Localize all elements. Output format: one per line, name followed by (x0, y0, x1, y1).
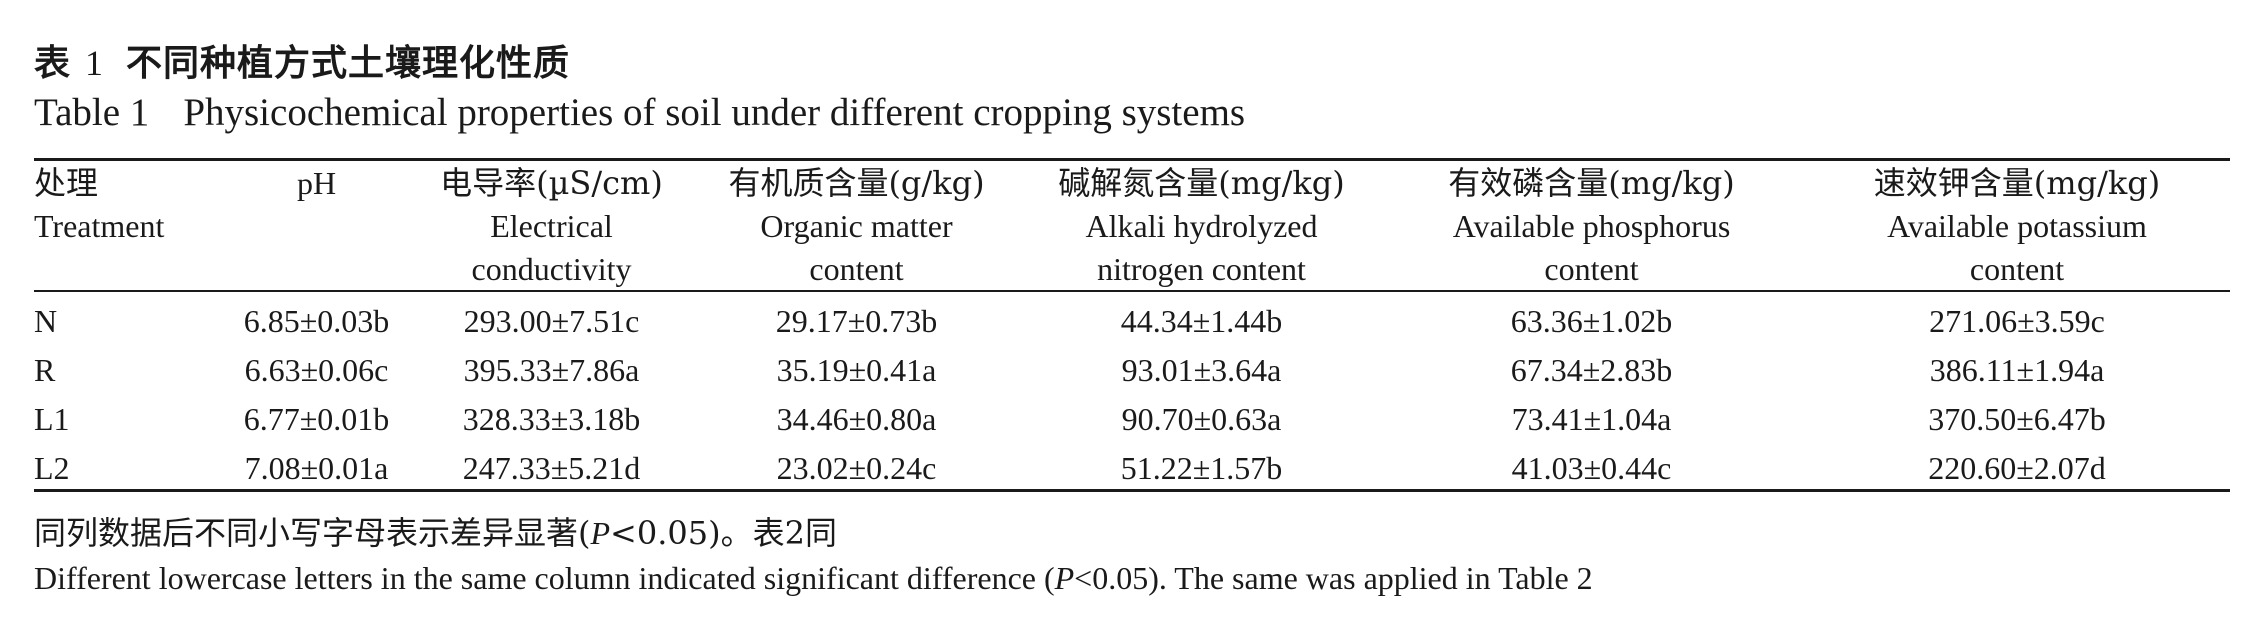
note-en-text-end: <0.05). The same was applied in Table 2 (1074, 560, 1593, 596)
caption-en-title: Physicochemical properties of soil under… (183, 91, 1246, 134)
table-note-en: Different lowercase letters in the same … (34, 560, 1593, 597)
table-cell: 34.46±0.80a (776, 401, 937, 437)
header-en: Alkali hydrolyzed (1085, 208, 1318, 244)
header-cn: 电导率(µS/cm) (440, 164, 663, 202)
table-cell: 395.33±7.86a (463, 352, 640, 388)
table-cell: 35.19±0.41a (776, 352, 937, 388)
column-header-phosphorus: 有效磷含量(mg/kg) Available phosphorus conten… (1379, 162, 1804, 291)
header-en: Treatment (34, 208, 165, 244)
table-header-rule (34, 290, 2230, 292)
column-header-potassium: 速效钾含量(mg/kg) Available potassium content (1804, 162, 2230, 291)
table-row: N 6.85±0.03b 293.00±7.51c 29.17±0.73b 44… (34, 291, 2230, 346)
table-cell: 90.70±0.63a (1121, 401, 1282, 437)
table-cell: 6.85±0.03b (243, 303, 390, 339)
table-cell: 220.60±2.07d (1928, 450, 2106, 486)
caption-cn-number: 1 (85, 43, 105, 83)
table-note-cn: 同列数据后不同小写字母表示差异显著(P<0.05)。表2同 (34, 508, 837, 554)
treatment-cell: L2 (34, 450, 70, 486)
caption-en-label: Table 1 (34, 91, 150, 134)
column-header-nitrogen: 碱解氮含量(mg/kg) Alkali hydrolyzed nitrogen … (1024, 162, 1379, 291)
table-cell: 73.41±1.04a (1511, 401, 1672, 437)
note-cn-text-end: <0.05)。表2同 (610, 514, 837, 552)
table-cell: 44.34±1.44b (1120, 303, 1283, 339)
note-en-text: Different lowercase letters in the same … (34, 560, 1055, 596)
table-cell: 6.63±0.06c (244, 352, 389, 388)
table-cell: 41.03±0.44c (1511, 450, 1672, 486)
table-caption-cn: 表 1 不同种植方式土壤理化性质 (34, 34, 570, 86)
note-cn-text: 同列数据后不同小写字母表示差异显著( (34, 514, 591, 552)
header-en: content (1969, 251, 2065, 287)
table-row: R 6.63±0.06c 395.33±7.86a 35.19±0.41a 93… (34, 346, 2230, 395)
soil-properties-table: 处理 Treatment pH 电导率(µS/cm) Electrical co… (34, 162, 2230, 493)
treatment-cell: R (34, 352, 56, 388)
column-header-treatment: 处理 Treatment (34, 162, 219, 291)
header-en: Electrical (490, 208, 613, 244)
treatment-cell: N (34, 303, 58, 339)
caption-cn-title: 不同种植方式土壤理化性质 (126, 43, 571, 84)
header-en: content (809, 251, 904, 287)
column-header-ph: pH (219, 162, 414, 291)
table-cell: 271.06±3.59c (1929, 303, 2105, 339)
table-cell: 7.08±0.01a (244, 450, 389, 486)
table-cell: 93.01±3.64a (1121, 352, 1282, 388)
column-header-conductivity: 电导率(µS/cm) Electrical conductivity (414, 162, 689, 291)
table-caption-en: Table 1 Physicochemical properties of soi… (34, 90, 1245, 135)
table-cell: 328.33±3.18b (462, 401, 641, 437)
header-cn: 碱解氮含量(mg/kg) (1058, 164, 1345, 202)
column-header-organic-matter: 有机质含量(g/kg) Organic matter content (689, 162, 1024, 291)
header-en: Organic matter (760, 208, 953, 244)
header-cn: pH (296, 165, 337, 201)
table-cell: 247.33±5.21d (462, 450, 641, 486)
header-cn: 处理 (34, 164, 99, 202)
table-cell: 293.00±7.51c (463, 303, 640, 339)
table-cell: 386.11±1.94a (1929, 352, 2105, 388)
table-row: L1 6.77±0.01b 328.33±3.18b 34.46±0.80a 9… (34, 395, 2230, 444)
note-cn-p-symbol: P (590, 515, 611, 551)
table-cell: 67.34±2.83b (1510, 352, 1673, 388)
header-en: nitrogen content (1097, 251, 1306, 287)
table-cell: 63.36±1.02b (1510, 303, 1673, 339)
header-en: Available phosphorus (1452, 208, 1731, 244)
table-row: L2 7.08±0.01a 247.33±5.21d 23.02±0.24c 5… (34, 444, 2230, 493)
table-cell: 6.77±0.01b (243, 401, 390, 437)
header-en: conductivity (471, 251, 632, 287)
header-cn: 有效磷含量(mg/kg) (1448, 164, 1735, 202)
table-cell: 29.17±0.73b (775, 303, 938, 339)
caption-cn-label: 表 (34, 43, 72, 84)
header-cn: 有机质含量(g/kg) (728, 164, 985, 202)
table-header-row: 处理 Treatment pH 电导率(µS/cm) Electrical co… (34, 162, 2230, 291)
note-en-p-symbol: P (1054, 560, 1075, 596)
treatment-cell: L1 (34, 401, 70, 437)
header-en: Available potassium (1887, 208, 2147, 244)
table-cell: 23.02±0.24c (776, 450, 937, 486)
table-top-rule (34, 158, 2230, 161)
header-cn: 速效钾含量(mg/kg) (1873, 164, 2161, 202)
table-bottom-rule (34, 489, 2230, 492)
header-en: content (1544, 251, 1639, 287)
table-cell: 51.22±1.57b (1120, 450, 1283, 486)
table-cell: 370.50±6.47b (1928, 401, 2106, 437)
